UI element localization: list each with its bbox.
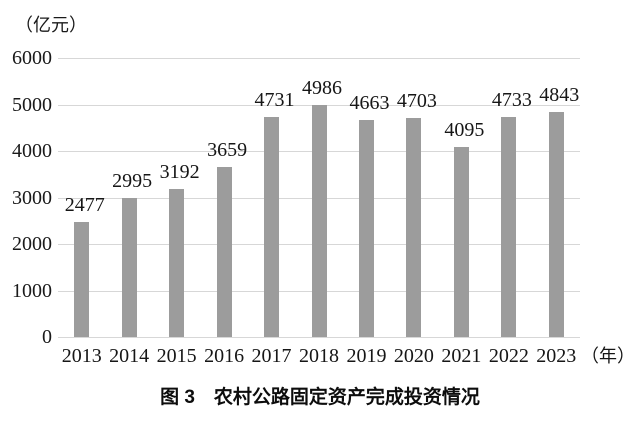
- bar: [216, 166, 232, 337]
- bar: [358, 120, 374, 337]
- bar: [311, 105, 327, 337]
- y-axis-unit-label: （亿元）: [15, 15, 87, 35]
- x-tick-label: 2016: [204, 345, 245, 367]
- bar-value-label: 4843: [539, 83, 580, 106]
- x-tick-label: 2021: [441, 345, 482, 367]
- bar: [453, 146, 469, 337]
- bar-value-label: 2995: [112, 169, 153, 192]
- gridline: [58, 337, 580, 338]
- bar-value-label: 4731: [254, 89, 295, 111]
- bar-value-label: 3192: [159, 160, 200, 183]
- bar-value-label: 4663: [349, 92, 390, 115]
- x-axis-unit-label: （年）: [581, 346, 635, 366]
- x-tick-label: 2013: [61, 345, 102, 367]
- gridline: [58, 58, 580, 59]
- y-tick-label: 2000: [12, 233, 52, 255]
- y-tick-label: 0: [42, 326, 52, 348]
- y-tick-label: 5000: [12, 93, 52, 116]
- gridline: [58, 104, 580, 106]
- bar-value-label: 4703: [396, 90, 437, 113]
- x-tick-label: 2017: [251, 345, 292, 367]
- x-tick-label: 2022: [488, 345, 529, 367]
- y-tick-label: 3000: [12, 186, 52, 209]
- bar: [501, 116, 517, 337]
- bar-value-label: 2477: [64, 193, 105, 216]
- bar: [406, 118, 422, 337]
- bar: [121, 197, 137, 337]
- bar-value-label: 4986: [302, 77, 342, 100]
- y-tick-label: 6000: [12, 47, 52, 69]
- bar-value-label: 4733: [491, 88, 532, 111]
- bar: [169, 188, 185, 337]
- figure-caption: 图 3 农村公路固定资产完成投资情况: [160, 387, 480, 408]
- x-tick-label: 2023: [536, 345, 577, 367]
- x-tick-label: 2018: [299, 345, 339, 367]
- bar-value-label: 3659: [207, 138, 248, 161]
- x-tick-label: 2019: [346, 345, 387, 367]
- y-tick-label: 1000: [12, 279, 52, 302]
- x-tick-label: 2020: [393, 345, 434, 367]
- bar-value-label: 4095: [444, 118, 485, 141]
- bar: [548, 111, 564, 337]
- x-tick-label: 2015: [156, 345, 197, 367]
- x-tick-label: 2014: [109, 345, 150, 367]
- y-tick-label: 4000: [12, 140, 52, 162]
- bar: [264, 117, 280, 337]
- bar: [74, 221, 90, 337]
